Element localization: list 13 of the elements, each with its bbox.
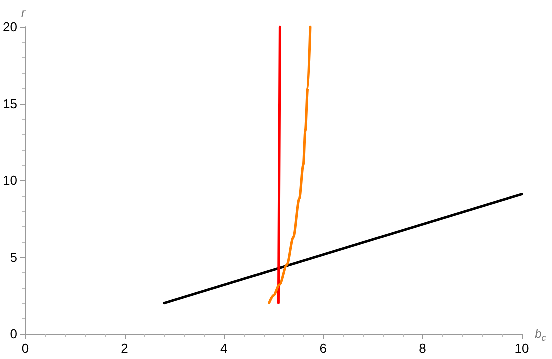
- y-tick-label: 0: [10, 326, 18, 342]
- x-tick-label: 0: [22, 341, 30, 356]
- y-tick-label: 15: [2, 96, 18, 112]
- y-tick-label: 10: [2, 173, 18, 188]
- y-tick-label: 20: [2, 20, 18, 34]
- line-series: [268, 26, 312, 305]
- x-tick-label: 8: [419, 341, 426, 356]
- x-tick-label: 6: [320, 341, 327, 356]
- x-tick-label: 10: [514, 341, 530, 356]
- y-axis-title: r: [21, 6, 26, 20]
- x-tick-label: 4: [220, 341, 228, 356]
- x-tick-label: 2: [121, 341, 128, 356]
- y-tick-label: 5: [10, 250, 18, 265]
